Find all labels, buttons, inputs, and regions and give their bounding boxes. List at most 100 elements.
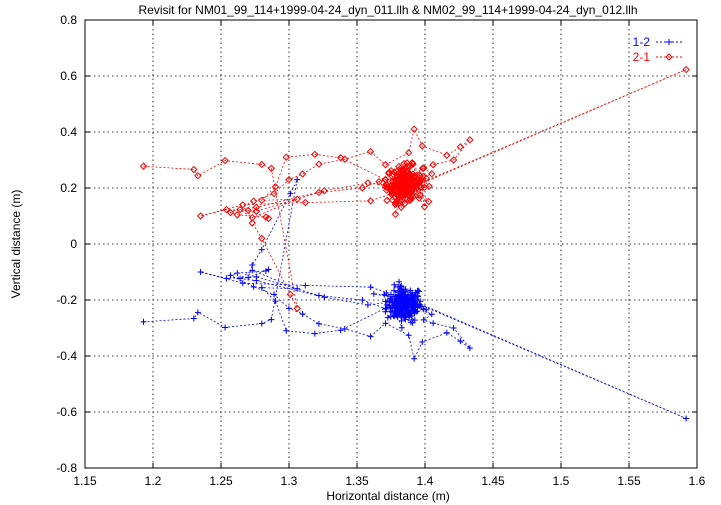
data-point-1-2 bbox=[258, 284, 265, 291]
grid bbox=[85, 20, 697, 468]
data-point-2-1 bbox=[407, 176, 416, 184]
data-point-1-2 bbox=[268, 316, 275, 323]
data-point-1-2 bbox=[315, 292, 322, 299]
data-point-1-2 bbox=[399, 310, 406, 317]
data-point-1-2 bbox=[391, 281, 398, 288]
data-point-2-1 bbox=[315, 160, 323, 168]
data-point-2-1 bbox=[393, 179, 401, 188]
data-point-2-1 bbox=[418, 142, 426, 150]
data-point-1-2 bbox=[396, 287, 403, 294]
data-point-1-2 bbox=[391, 312, 398, 319]
legend-marker-1-2 bbox=[666, 39, 672, 45]
data-point-2-1 bbox=[388, 187, 396, 195]
data-point-1-2 bbox=[419, 339, 426, 345]
data-point-1-2 bbox=[402, 296, 409, 303]
data-point-2-1 bbox=[449, 156, 458, 164]
data-point-2-1 bbox=[407, 175, 415, 183]
data-point-1-2 bbox=[271, 291, 278, 298]
data-point-2-1 bbox=[409, 160, 417, 168]
data-point-2-1 bbox=[286, 290, 295, 299]
data-point-1-2 bbox=[412, 299, 419, 306]
data-point-2-1 bbox=[417, 183, 425, 191]
data-point-2-1 bbox=[252, 207, 261, 215]
data-point-2-1 bbox=[285, 175, 293, 184]
data-point-1-2 bbox=[396, 278, 403, 285]
legend-label-2-1: 2-1 bbox=[633, 50, 651, 64]
data-point-1-2 bbox=[394, 283, 401, 290]
data-point-2-1 bbox=[196, 212, 205, 220]
data-point-2-1 bbox=[416, 177, 425, 186]
data-point-1-2 bbox=[405, 291, 412, 298]
data-point-2-1 bbox=[194, 171, 202, 180]
data-point-1-2 bbox=[398, 283, 405, 290]
y-tick-label: -0.4 bbox=[56, 349, 77, 363]
data-point-2-1 bbox=[315, 188, 323, 197]
data-point-2-1 bbox=[271, 183, 280, 191]
data-point-1-2 bbox=[386, 297, 393, 304]
data-point-2-1 bbox=[456, 143, 465, 151]
data-point-2-1 bbox=[364, 179, 372, 187]
data-point-2-1 bbox=[301, 198, 310, 207]
data-point-2-1 bbox=[249, 197, 258, 205]
data-point-1-2 bbox=[140, 318, 147, 325]
data-point-2-1 bbox=[419, 164, 428, 172]
data-point-2-1 bbox=[388, 196, 397, 204]
data-point-1-2 bbox=[389, 309, 396, 316]
data-point-1-2 bbox=[234, 270, 241, 277]
data-point-1-2 bbox=[423, 306, 430, 313]
data-point-1-2 bbox=[286, 305, 292, 312]
data-point-1-2 bbox=[223, 275, 230, 282]
data-point-1-2 bbox=[389, 298, 396, 305]
data-point-1-2 bbox=[197, 269, 204, 275]
data-point-2-1 bbox=[395, 184, 403, 193]
data-point-1-2 bbox=[237, 275, 244, 282]
data-point-1-2 bbox=[405, 301, 412, 308]
data-point-2-1 bbox=[252, 203, 261, 212]
data-point-2-1 bbox=[258, 234, 266, 243]
data-point-1-2 bbox=[405, 313, 412, 320]
data-point-1-2 bbox=[393, 297, 400, 304]
data-point-1-2 bbox=[302, 282, 309, 289]
data-point-2-1 bbox=[410, 125, 418, 133]
data-point-2-1 bbox=[139, 162, 148, 170]
data-point-1-2 bbox=[249, 267, 256, 274]
data-point-2-1 bbox=[422, 174, 431, 182]
data-point-1-2 bbox=[341, 325, 348, 332]
data-point-2-1 bbox=[397, 187, 405, 196]
data-point-2-1 bbox=[411, 179, 420, 187]
x-axis-label: Horizontal distance (m) bbox=[326, 489, 449, 503]
y-tick-label: 0.2 bbox=[60, 181, 77, 195]
data-point-2-1 bbox=[428, 170, 436, 178]
data-point-1-2 bbox=[283, 327, 290, 334]
data-point-1-2 bbox=[194, 309, 201, 316]
data-point-2-1 bbox=[190, 165, 198, 174]
data-point-2-1 bbox=[397, 203, 405, 212]
y-tick-label: -0.8 bbox=[56, 461, 77, 475]
data-point-1-2 bbox=[416, 301, 423, 308]
data-point-2-1 bbox=[264, 214, 273, 223]
x-tick-label: 1.55 bbox=[617, 474, 641, 488]
data-point-1-2 bbox=[294, 176, 301, 183]
data-point-2-1 bbox=[248, 219, 256, 227]
data-point-1-2 bbox=[367, 333, 374, 340]
data-point-1-2 bbox=[392, 303, 399, 310]
data-point-2-1 bbox=[258, 196, 266, 205]
data-point-2-1 bbox=[293, 304, 301, 313]
data-point-2-1 bbox=[383, 196, 391, 205]
data-point-1-2 bbox=[287, 190, 294, 197]
data-point-2-1 bbox=[386, 185, 395, 193]
data-point-1-2 bbox=[258, 246, 265, 253]
data-point-1-2 bbox=[249, 262, 256, 268]
data-point-1-2 bbox=[367, 284, 374, 291]
data-point-1-2 bbox=[402, 288, 409, 295]
data-point-2-1 bbox=[366, 197, 375, 205]
data-point-2-1 bbox=[233, 211, 242, 219]
series-2-1 bbox=[139, 65, 690, 313]
data-point-2-1 bbox=[385, 168, 393, 177]
data-point-1-2 bbox=[394, 292, 401, 299]
data-point-2-1 bbox=[403, 179, 412, 187]
data-point-2-1 bbox=[244, 206, 252, 215]
data-point-2-1 bbox=[404, 149, 413, 157]
data-point-2-1 bbox=[402, 170, 410, 179]
data-point-2-1 bbox=[416, 191, 424, 199]
